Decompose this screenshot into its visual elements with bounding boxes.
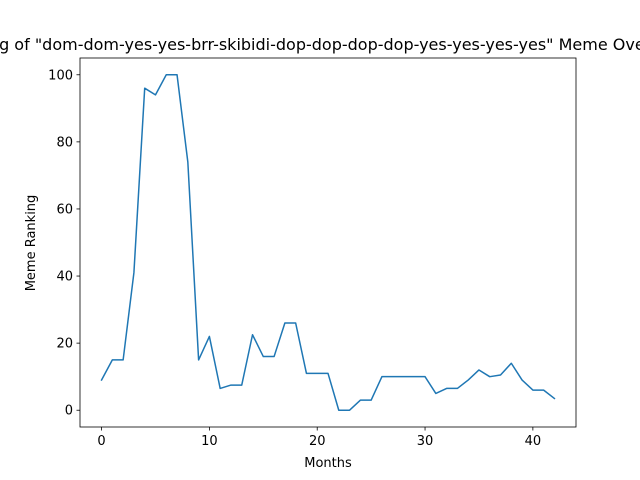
y-tick-label: 0 bbox=[65, 404, 73, 419]
x-tick-label: 20 bbox=[309, 434, 326, 449]
series-line-0 bbox=[100, 74, 556, 411]
axes: 0 10 20 30 40 0 20 40 60 80 100 bbox=[48, 57, 577, 449]
y-axis-label: Meme Ranking bbox=[24, 195, 39, 292]
y-tick-label: 60 bbox=[56, 202, 73, 217]
y-tick-label: 20 bbox=[56, 337, 73, 352]
x-tick-label: 40 bbox=[525, 434, 542, 449]
x-axis-label: Months bbox=[304, 456, 352, 471]
y-tick-label: 100 bbox=[48, 68, 73, 83]
x-tick-label: 10 bbox=[201, 434, 218, 449]
y-tick-label: 80 bbox=[56, 135, 73, 150]
x-tick-label: 0 bbox=[97, 434, 105, 449]
chart-title: Ranking of "dom-dom-yes-yes-brr-skibidi-… bbox=[0, 35, 640, 54]
y-tick-label: 40 bbox=[56, 270, 73, 285]
x-tick-label: 30 bbox=[417, 434, 434, 449]
plot-area bbox=[100, 74, 556, 411]
plot-frame bbox=[79, 57, 577, 428]
